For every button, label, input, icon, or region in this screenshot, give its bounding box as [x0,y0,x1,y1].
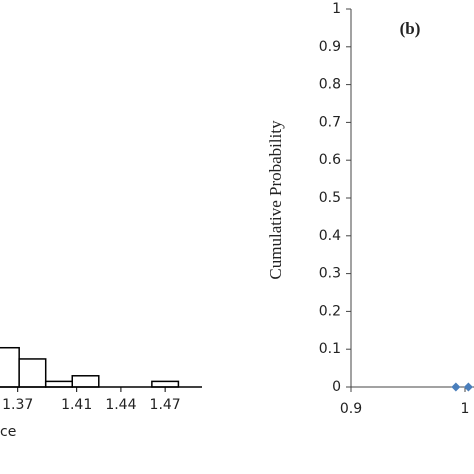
bar [71,375,100,388]
panel-title: (b) [400,19,421,38]
y-tick-label: 0.9 [319,39,341,55]
x-tick-label: 1.41 [61,397,92,413]
y-tick-label: 0.3 [319,266,341,282]
x-axis-label: ce [0,424,16,440]
x-tick-label: 0.9 [340,401,362,417]
bar [18,358,47,388]
y-tick-label: 0.1 [319,341,341,357]
point [451,382,461,392]
x-tick-label: 1.37 [2,397,33,413]
y-tick-label: 0.4 [319,228,341,244]
x-tick-label: 1 [461,401,470,417]
y-tick-label: 1 [332,1,341,17]
y-tick-label: 0.2 [319,303,341,319]
y-tick-label: 0 [332,379,341,395]
y-tick-label: 0.6 [319,152,341,168]
y-axis-label: Cumulative Probability [266,120,285,280]
bar [151,380,180,388]
x-tick-label: 1.44 [105,397,136,413]
y-tick-label: 0.8 [319,77,341,93]
bar [0,346,20,388]
bar [44,380,73,388]
x-tick-label: 1.47 [150,397,181,413]
y-tick-label: 0.5 [319,190,341,206]
point [463,382,473,392]
y-tick-label: 0.7 [319,114,341,130]
